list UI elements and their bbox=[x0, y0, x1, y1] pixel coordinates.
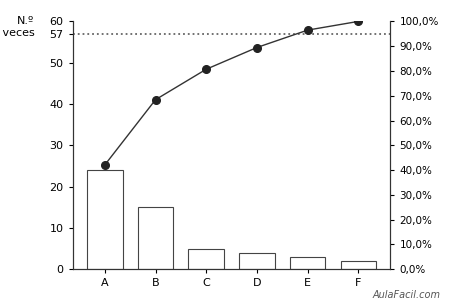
Bar bbox=[290, 257, 326, 269]
Bar bbox=[87, 170, 123, 269]
Bar bbox=[340, 261, 376, 269]
Bar bbox=[138, 207, 173, 269]
Bar bbox=[239, 253, 275, 269]
Y-axis label: N.º
de veces: N.º de veces bbox=[0, 17, 35, 38]
Text: AulaFacil.com: AulaFacil.com bbox=[372, 290, 440, 300]
Bar bbox=[188, 248, 224, 269]
